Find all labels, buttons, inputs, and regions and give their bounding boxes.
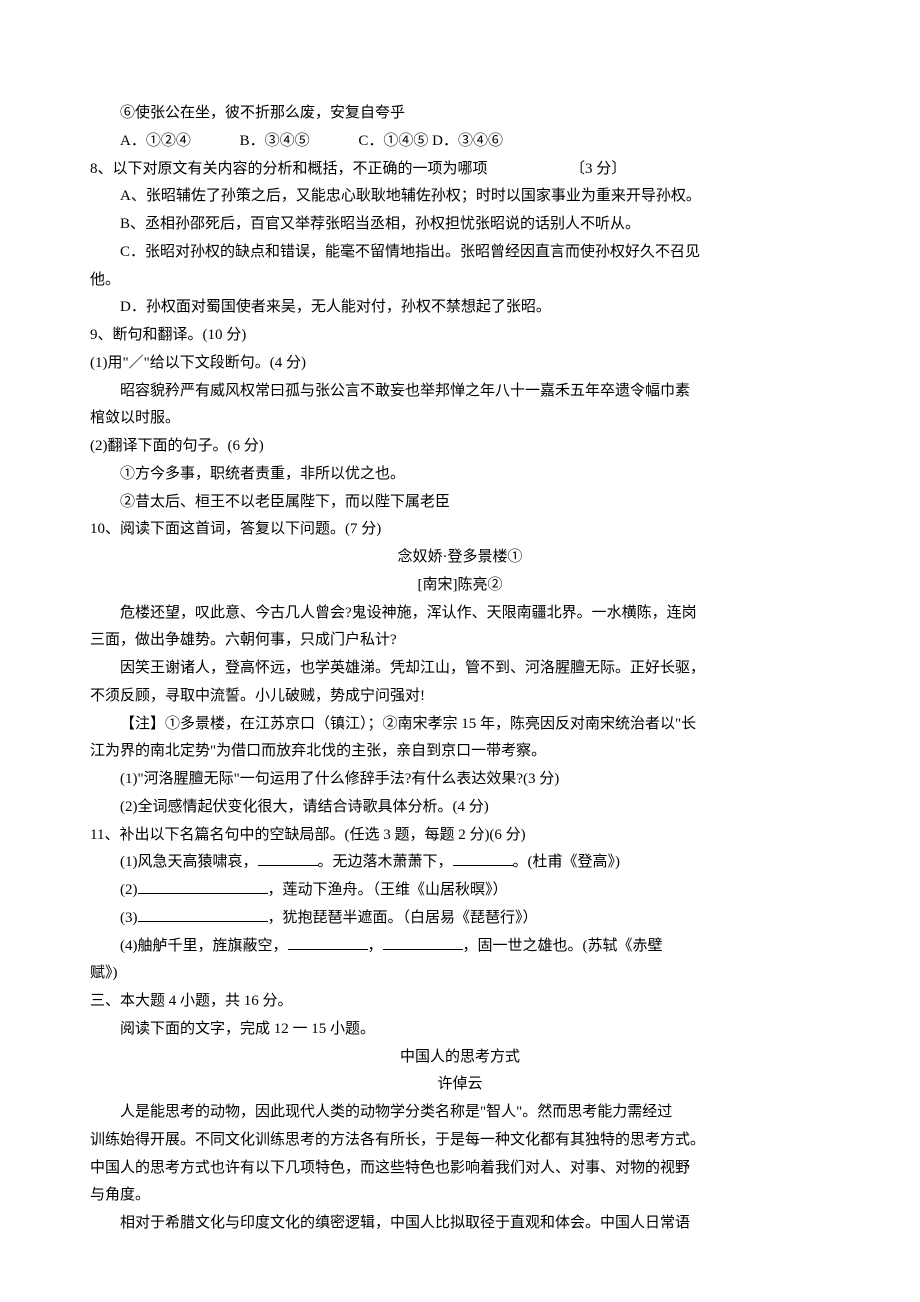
q11-stem: 11、补出以下名篇名句中的空缺局部。(任选 3 题，每题 2 分)(6 分) bbox=[90, 822, 830, 850]
blank-fill bbox=[288, 935, 368, 950]
q10-sub2: (2)全词感情起伏变化很大，请结合诗歌具体分析。(4 分) bbox=[90, 794, 830, 822]
q11-s1c: 。(杜甫《登高》) bbox=[513, 854, 621, 870]
q11-sub1: (1)风急天高猿啸哀， 。无边落木萧萧下， 。(杜甫《登高》) bbox=[90, 849, 830, 877]
q11-sub4-cont: 赋》) bbox=[90, 960, 830, 988]
q11-s2b: ，莲动下渔舟。（王维《山居秋暝》） bbox=[268, 882, 508, 898]
q11-sub2: (2) ，莲动下渔舟。（王维《山居秋暝》） bbox=[90, 877, 830, 905]
q11-s1b: 。无边落木萧萧下， bbox=[318, 854, 453, 870]
q11-s4b: ， bbox=[368, 938, 383, 954]
q6-opt-c: C．①④⑤ bbox=[358, 133, 428, 149]
q10-title: 念奴娇·登多景楼① bbox=[90, 544, 830, 572]
q11-s4a: (4)舳舻千里，旌旗蔽空， bbox=[120, 938, 288, 954]
q11-s1a: (1)风急天高猿啸哀， bbox=[120, 854, 258, 870]
blank-fill bbox=[383, 935, 463, 950]
q8-opt-a: A、张昭辅佐了孙策之后，又能忠心耿耿地辅佐孙权；时时以国家事业为重来开导孙权。 bbox=[90, 183, 830, 211]
q11-s3a: (3) bbox=[120, 910, 138, 926]
q10-poem3: 因笑王谢诸人，登高怀远，也学英雄涕。凭却江山，管不到、河洛腥膻无际。正好长驱， bbox=[90, 655, 830, 683]
sec3-author: 许倬云 bbox=[90, 1071, 830, 1099]
q8-stem-text: 8、以下对原文有关内容的分析和概括，不正确的一项为哪项 bbox=[90, 161, 488, 177]
sec3-p1: 人是能思考的动物，因此现代人类的动物学分类名称是"智人"。然而思考能力需经过 bbox=[90, 1099, 830, 1127]
sec3-p2: 训练始得开展。不同文化训练思考的方法各有所长，于是每一种文化都有其独特的思考方式… bbox=[90, 1127, 830, 1155]
blank-fill bbox=[138, 879, 268, 894]
q6-item6: ⑥使张公在坐，彼不折那么废，安复自夸乎 bbox=[90, 100, 830, 128]
sec3-p3: 中国人的思考方式也许有以下几项特色，而这些特色也影响着我们对人、对事、对物的视野 bbox=[90, 1155, 830, 1183]
q11-s3b: ，犹抱琵琶半遮面。（白居易《琵琶行》） bbox=[268, 910, 538, 926]
q8-points: 〔3 分〕 bbox=[570, 161, 626, 177]
q10-note2: 江为界的南北定势"为借口而放弃北伐的主张，亲自到京口一带考察。 bbox=[90, 738, 830, 766]
q8-stem: 8、以下对原文有关内容的分析和概括，不正确的一项为哪项 〔3 分〕 bbox=[90, 156, 830, 184]
sec3-p5: 相对于希腊文化与印度文化的缜密逻辑，中国人比拟取径于直观和体会。中国人日常语 bbox=[90, 1210, 830, 1238]
q6-options: A．①②④ B．③④⑤ C．①④⑤ D．③④⑥ bbox=[90, 128, 830, 156]
q8-opt-d: D．孙权面对蜀国使者来吴，无人能对付，孙权不禁想起了张昭。 bbox=[90, 294, 830, 322]
sec3-title: 中国人的思考方式 bbox=[90, 1044, 830, 1072]
q10-sub1: (1)"河洛腥膻无际"一句运用了什么修辞手法?有什么表达效果?(3 分) bbox=[90, 766, 830, 794]
q10-poem4: 不须反顾，寻取中流誓。小儿破贼，势成宁问强对! bbox=[90, 683, 830, 711]
blank-fill bbox=[138, 907, 268, 922]
sec3-instr: 阅读下面的文字，完成 12 一 15 小题。 bbox=[90, 1016, 830, 1044]
q11-s4c: ，固一世之雄也。(苏轼《赤壁 bbox=[463, 938, 663, 954]
q6-opt-a: A．①②④ bbox=[120, 133, 191, 149]
q11-sub3: (3) ，犹抱琵琶半遮面。（白居易《琵琶行》） bbox=[90, 905, 830, 933]
q8-opt-b: B、丞相孙邵死后，百官又举荐张昭当丞相，孙权担忧张昭说的话别人不听从。 bbox=[90, 211, 830, 239]
q9-part1-text1: 昭容貌矜严有威风权常曰孤与张公言不敢妄也举邦惮之年八十一嘉禾五年卒遗令幅巾素 bbox=[90, 378, 830, 406]
q9-stem: 9、断句和翻译。(10 分) bbox=[90, 322, 830, 350]
q9-part1-text2: 棺敛以时服。 bbox=[90, 405, 830, 433]
q10-author: [南宋]陈亮② bbox=[90, 572, 830, 600]
sec3-header: 三、本大题 4 小题，共 16 分。 bbox=[90, 988, 830, 1016]
q8-opt-c-line1: C．张昭对孙权的缺点和错误，能毫不留情地指出。张昭曾经因直言而使孙权好久不召见 bbox=[90, 239, 830, 267]
q9-part2: (2)翻译下面的句子。(6 分) bbox=[90, 433, 830, 461]
q10-stem: 10、阅读下面这首词，答复以下问题。(7 分) bbox=[90, 516, 830, 544]
blank-fill bbox=[453, 851, 513, 866]
q10-note1: 【注】①多景楼，在江苏京口（镇江）；②南宋孝宗 15 年，陈亮因反对南宋统治者以… bbox=[90, 711, 830, 739]
q11-s2a: (2) bbox=[120, 882, 138, 898]
blank-fill bbox=[258, 851, 318, 866]
q10-poem2: 三面，做出争雄势。六朝何事，只成门户私计? bbox=[90, 627, 830, 655]
q11-sub4: (4)舳舻千里，旌旗蔽空， ， ，固一世之雄也。(苏轼《赤壁 bbox=[90, 933, 830, 961]
sec3-p4: 与角度。 bbox=[90, 1182, 830, 1210]
q9-part2-a: ①方今多事，职统者责重，非所以优之也。 bbox=[90, 461, 830, 489]
q8-opt-c-line2: 他。 bbox=[90, 267, 830, 295]
q9-part2-b: ②昔太后、桓王不以老臣属陛下，而以陛下属老臣 bbox=[90, 489, 830, 517]
q10-poem1: 危楼还望，叹此意、今古几人曾会?鬼设神施，浑认作、天限南疆北界。一水横陈，连岗 bbox=[90, 600, 830, 628]
q9-part1: (1)用"／"给以下文段断句。(4 分) bbox=[90, 350, 830, 378]
q6-opt-d: D．③④⑥ bbox=[432, 133, 503, 149]
q6-opt-b: B．③④⑤ bbox=[240, 133, 310, 149]
